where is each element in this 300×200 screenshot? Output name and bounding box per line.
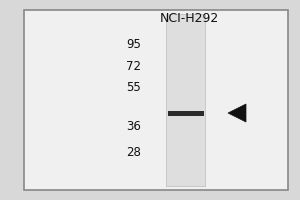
Polygon shape <box>228 104 246 122</box>
Text: NCI-H292: NCI-H292 <box>159 11 219 24</box>
FancyBboxPatch shape <box>168 110 204 116</box>
Text: 72: 72 <box>126 60 141 72</box>
FancyBboxPatch shape <box>167 14 206 186</box>
Text: 55: 55 <box>126 81 141 94</box>
Text: 95: 95 <box>126 38 141 50</box>
FancyBboxPatch shape <box>24 10 288 190</box>
Text: 36: 36 <box>126 119 141 132</box>
Text: 28: 28 <box>126 146 141 158</box>
